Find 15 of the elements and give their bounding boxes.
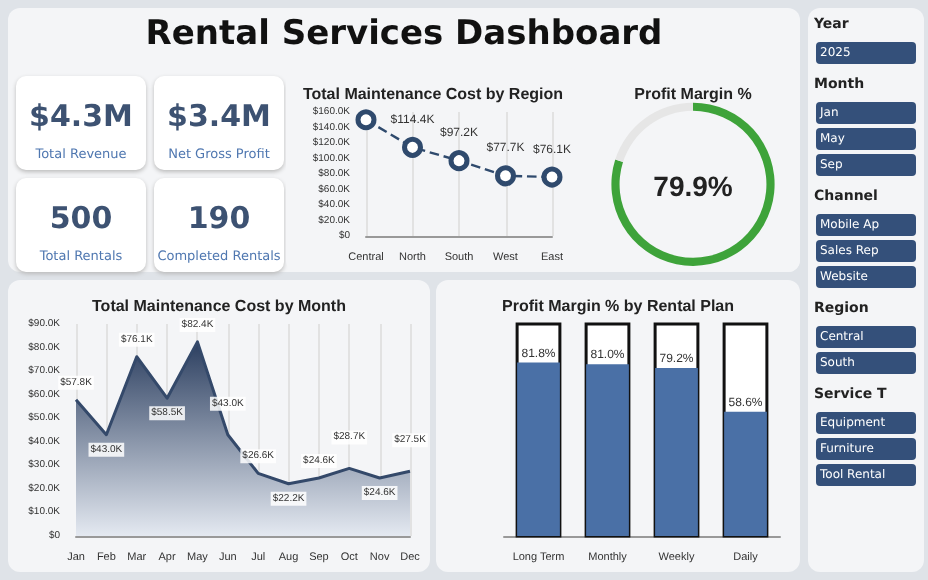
point: [495, 165, 516, 187]
text: 79.9%: [653, 170, 734, 203]
text: 500: [47, 200, 115, 236]
chart-title: Profit Margin %: [634, 85, 752, 103]
point: [541, 166, 563, 188]
text: Rental Services Dashboard: [143, 14, 665, 54]
point: [355, 109, 377, 131]
chart-title: Profit Margin % by Rental Plan: [501, 297, 735, 315]
chart-title: Total Maintenance Cost by Region: [302, 85, 564, 103]
text: $3.4M: [165, 98, 273, 134]
text: 190: [185, 200, 253, 236]
point: [402, 136, 423, 158]
point: [448, 150, 470, 172]
text: $4.3M: [27, 98, 135, 134]
chart-title: Total Maintenance Cost by Month: [92, 297, 347, 315]
